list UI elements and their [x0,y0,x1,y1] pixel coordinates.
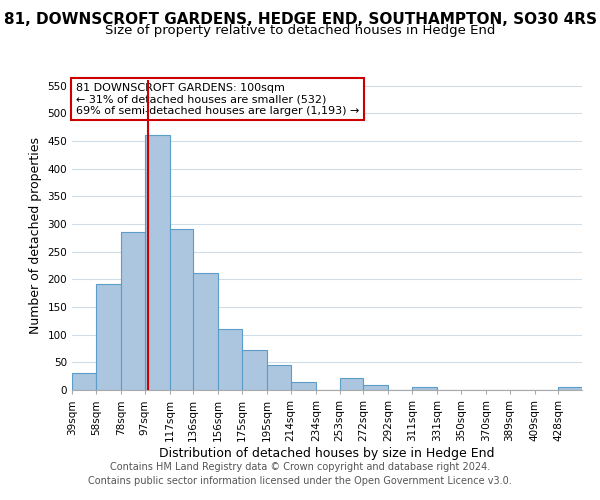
Text: 81, DOWNSCROFT GARDENS, HEDGE END, SOUTHAMPTON, SO30 4RS: 81, DOWNSCROFT GARDENS, HEDGE END, SOUTH… [4,12,596,28]
Bar [242,350,267,390]
Bar [558,387,582,390]
Text: Size of property relative to detached houses in Hedge End: Size of property relative to detached ho… [105,24,495,37]
Bar [96,284,121,390]
Bar [170,230,193,390]
Bar [72,374,96,390]
Bar [412,387,437,390]
Bar [291,382,316,390]
Bar [267,364,291,390]
Bar [145,136,170,390]
Bar [218,329,242,390]
Text: Contains public sector information licensed under the Open Government Licence v3: Contains public sector information licen… [88,476,512,486]
X-axis label: Distribution of detached houses by size in Hedge End: Distribution of detached houses by size … [159,446,495,460]
Bar [340,378,363,390]
Bar [121,232,145,390]
Text: Contains HM Land Registry data © Crown copyright and database right 2024.: Contains HM Land Registry data © Crown c… [110,462,490,472]
Y-axis label: Number of detached properties: Number of detached properties [29,136,42,334]
Bar [363,385,388,390]
Bar [193,272,218,390]
Text: 81 DOWNSCROFT GARDENS: 100sqm
← 31% of detached houses are smaller (532)
69% of : 81 DOWNSCROFT GARDENS: 100sqm ← 31% of d… [76,83,359,116]
